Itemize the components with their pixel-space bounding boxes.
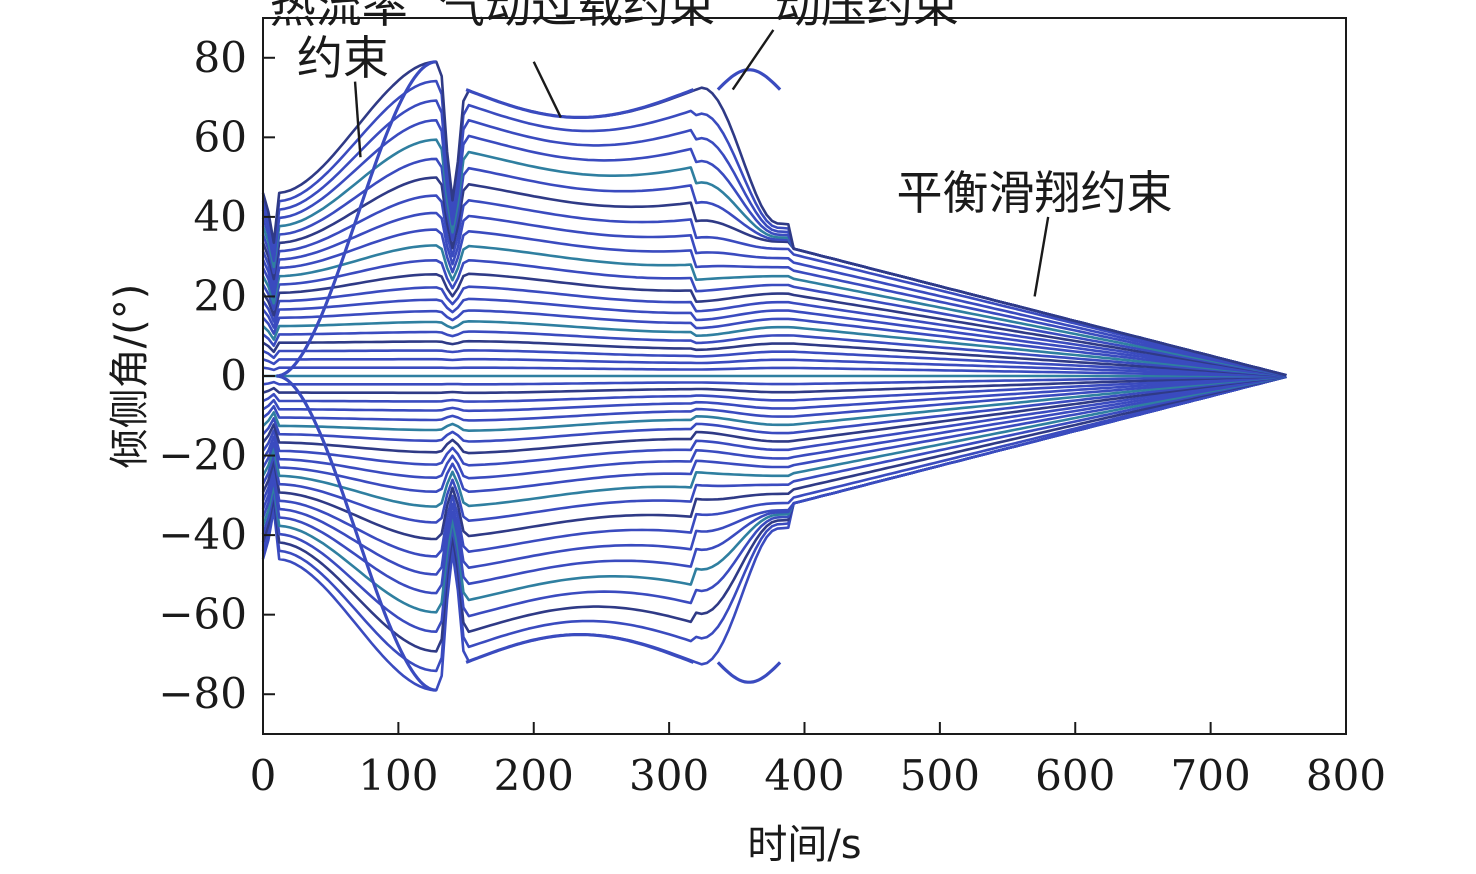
annotation-label: 平衡滑翔约束	[897, 166, 1173, 220]
trajectory-line	[261, 375, 1287, 541]
trajectory-line	[261, 272, 1287, 377]
y-tick-label: 0	[220, 351, 247, 400]
x-tick-label: 700	[1171, 751, 1251, 800]
trajectory-line	[261, 285, 1287, 377]
trajectory-line	[261, 211, 1287, 377]
leader-line	[1033, 216, 1050, 297]
annotation-label: 热流率	[270, 0, 408, 33]
trajectory-line	[262, 374, 1287, 386]
trajectory-line	[262, 375, 1287, 432]
axis-ticks: 0 100 200 300 400 500 600 700 800 −80 −60 −40 −20 0 20…	[158, 33, 1386, 800]
constraint-boundary	[716, 661, 782, 684]
trajectory-line	[261, 297, 1287, 377]
x-tick-label: 500	[900, 751, 980, 800]
trajectory-line	[262, 320, 1287, 377]
y-tick-label: 60	[194, 112, 247, 161]
trajectory-curves	[261, 60, 1287, 692]
y-tick-label: −40	[158, 510, 247, 559]
trajectory-line	[261, 194, 1287, 377]
y-tick-label: 80	[194, 33, 247, 82]
constraint-boundary	[276, 60, 437, 378]
y-tick-label: −20	[158, 431, 247, 480]
y-tick-label: −80	[158, 669, 247, 718]
trajectory-line	[262, 374, 1287, 413]
trajectory-line	[261, 375, 1287, 455]
trajectory-line	[261, 375, 1287, 558]
trajectory-line	[262, 309, 1287, 377]
trajectory-line	[262, 374, 1287, 403]
trajectory-line	[262, 375, 1287, 443]
leader-line	[353, 81, 362, 158]
trajectory-line	[261, 375, 1287, 576]
annotation-leaders	[353, 29, 1050, 297]
trajectory-line	[262, 339, 1287, 378]
x-tick-label: 800	[1306, 751, 1386, 800]
trajectory-line	[261, 375, 1287, 508]
constraint-boundary	[276, 374, 437, 692]
constraint-boundary	[465, 633, 695, 664]
trajectory-line	[261, 244, 1287, 377]
x-tick-label: 100	[358, 751, 438, 800]
trajectory-line	[262, 349, 1287, 378]
trajectory-line	[262, 330, 1287, 378]
x-tick-label: 200	[494, 751, 574, 800]
y-tick-label: −60	[158, 590, 247, 639]
x-tick-label: 300	[629, 751, 709, 800]
x-tick-label: 0	[250, 751, 277, 800]
x-axis-label: 时间/s	[747, 822, 861, 868]
annotation-label: 气动过载约束	[439, 0, 715, 33]
annotation-label: 约束	[297, 31, 389, 85]
leader-line	[731, 29, 775, 91]
trajectory-line	[261, 259, 1287, 377]
trajectory-line	[262, 357, 1287, 378]
y-axis-label: 倾侧角/(°)	[107, 284, 153, 469]
constraint-boundary	[716, 68, 782, 91]
trajectory-line	[262, 366, 1287, 378]
trajectory-line	[261, 375, 1287, 480]
y-tick-label: 40	[194, 192, 247, 241]
trajectory-line	[261, 375, 1287, 493]
constraint-boundary	[465, 88, 695, 119]
trajectory-line	[262, 374, 1287, 422]
trajectory-line	[261, 375, 1287, 524]
x-tick-label: 600	[1035, 751, 1115, 800]
trajectory-line	[261, 228, 1287, 377]
leader-line	[532, 61, 562, 118]
x-tick-label: 400	[764, 751, 844, 800]
annotation-label: 动压约束	[775, 0, 959, 33]
y-tick-label: 20	[194, 271, 247, 320]
trajectory-line	[262, 374, 1287, 395]
trajectory-line	[261, 375, 1287, 467]
